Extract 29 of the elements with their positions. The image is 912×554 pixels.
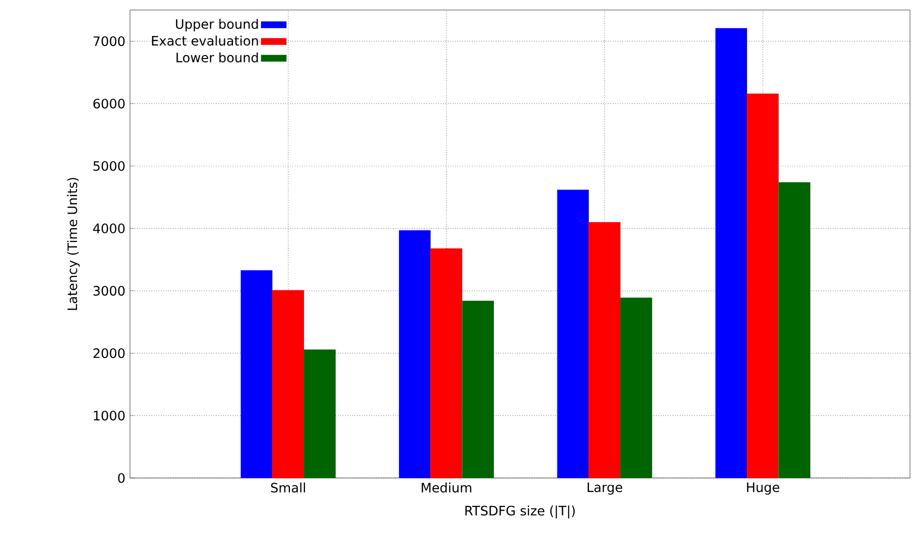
bar: [304, 349, 336, 478]
bar: [588, 222, 620, 478]
legend-label: Lower bound: [176, 52, 258, 62]
bar: [462, 300, 494, 478]
y-tick-label: 0: [118, 473, 125, 483]
bar: [398, 230, 431, 478]
y-tick-label: 2000: [93, 348, 125, 358]
x-axis-title: RTSDFG size (|T|): [465, 505, 575, 518]
legend-label: Exact evaluation: [152, 36, 258, 46]
bar: [272, 290, 304, 478]
bar: [715, 28, 748, 478]
x-tick-label: Small: [271, 482, 305, 493]
x-tick-label: Medium: [422, 482, 472, 493]
y-tick-label: 4000: [93, 224, 125, 234]
y-tick-label: 5000: [94, 161, 125, 171]
y-tick-label: 7000: [94, 36, 125, 46]
bar: [557, 190, 589, 478]
bar: [240, 270, 272, 478]
legend-label: Upper bound: [176, 18, 258, 32]
y-tick-label: 6000: [93, 98, 125, 109]
bar: [747, 94, 779, 478]
y-tick-label: 3000: [94, 286, 125, 296]
bar: [620, 298, 652, 478]
bar: [778, 182, 810, 478]
x-tick-label: Large: [588, 482, 622, 495]
x-tick-label: Huge: [747, 482, 780, 495]
bar: [430, 248, 462, 478]
y-axis-title: Latency (Time Units): [67, 178, 80, 310]
y-tick-label: 1000: [94, 410, 125, 420]
